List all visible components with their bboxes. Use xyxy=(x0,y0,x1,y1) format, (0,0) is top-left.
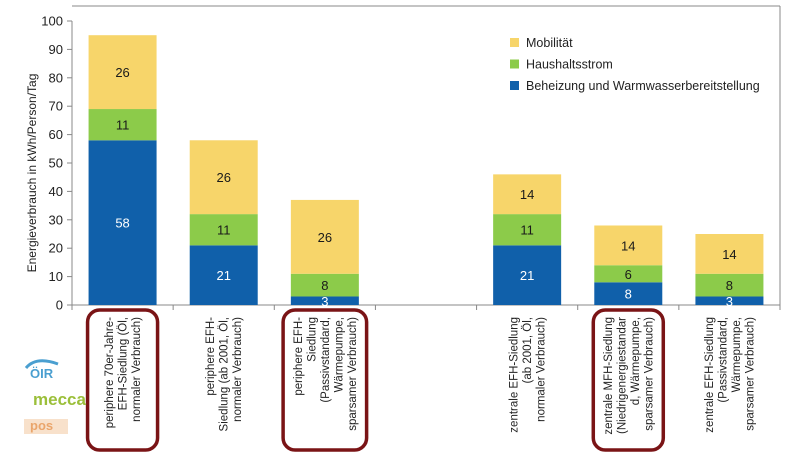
bar-segment xyxy=(290,296,359,305)
bar-segment xyxy=(594,282,663,305)
data-label: 26 xyxy=(216,170,230,185)
legend-swatch xyxy=(510,38,519,47)
y-tick-label: 50 xyxy=(49,156,63,171)
data-label: 26 xyxy=(115,65,129,80)
data-label: 3 xyxy=(726,294,733,309)
legend-label: Haushaltsstrom xyxy=(526,58,613,72)
x-category-label: sparsamer Verbrauch) xyxy=(347,317,359,431)
data-label: 14 xyxy=(621,238,635,253)
category-highlight-frame xyxy=(281,308,369,452)
x-category-label: periphere EFH- xyxy=(293,317,305,396)
bar-segment xyxy=(695,273,764,297)
y-tick-label: 100 xyxy=(41,14,63,29)
data-label: 14 xyxy=(520,187,534,202)
bar-segment xyxy=(493,245,562,305)
data-label: 8 xyxy=(726,278,733,293)
data-label: 21 xyxy=(216,268,230,283)
x-category-label: zentrale EFH-Siedlung xyxy=(509,317,521,433)
x-category-label: sparsamer Verbrauch) xyxy=(644,317,656,431)
bar-segment xyxy=(695,296,764,305)
x-category-label: (ab 2001, Öl, xyxy=(522,317,534,383)
data-label: 11 xyxy=(116,118,130,133)
x-category-label: periphere EFH- xyxy=(205,317,217,396)
data-label: 3 xyxy=(321,294,328,309)
bar-segment xyxy=(189,140,258,215)
y-tick-label: 40 xyxy=(49,184,63,199)
data-label: 58 xyxy=(115,216,129,231)
bar-segment xyxy=(290,199,359,274)
data-label: 8 xyxy=(625,287,632,302)
data-label: 11 xyxy=(217,223,231,238)
x-category-label: (Passivstandard, xyxy=(320,317,332,403)
x-category-label: (Passivstandard, xyxy=(718,317,730,403)
bar-segment xyxy=(493,174,562,215)
y-tick-label: 10 xyxy=(49,269,63,284)
legend-label: Beheizung und Warmwasserbereitstellung xyxy=(526,79,760,93)
bar-segment xyxy=(695,234,764,274)
x-category-label: sparsamer Verbrauch) xyxy=(745,317,757,431)
y-axis-title: Energieverbrauch in kWh/Person/Tag xyxy=(25,74,39,273)
x-category-label: normaler Verbrauch) xyxy=(536,317,548,422)
bar-segment xyxy=(594,225,663,266)
bar-segment xyxy=(88,109,157,141)
bar-segment xyxy=(189,214,258,246)
data-label: 26 xyxy=(318,230,332,245)
x-category-label: normaler Verbrauch) xyxy=(232,317,244,422)
y-tick-label: 30 xyxy=(49,212,63,227)
x-category-label: Siedlung (ab 2001, Öl, xyxy=(219,317,231,431)
x-category-label: EFH-Siedlung (Öl, xyxy=(118,317,130,410)
logo-band xyxy=(24,419,68,434)
x-category-label: Wärmepumpe, xyxy=(731,317,743,392)
data-label: 6 xyxy=(625,267,632,282)
bar-segment xyxy=(88,35,157,110)
y-tick-label: 90 xyxy=(49,42,63,57)
x-category-label: normaler Verbrauch) xyxy=(131,317,143,422)
legend-swatch xyxy=(510,81,519,90)
logo-text: ÖIR xyxy=(30,366,54,381)
x-category-label: Wärmepumpe, xyxy=(333,317,345,392)
x-category-label: Siedlung xyxy=(306,317,318,362)
y-tick-label: 80 xyxy=(49,70,63,85)
category-highlight-frame xyxy=(591,308,666,452)
data-label: 14 xyxy=(722,247,736,262)
y-tick-label: 70 xyxy=(49,99,63,114)
x-category-label: periphere 70er-Jahre- xyxy=(104,317,116,428)
legend-swatch xyxy=(510,59,519,69)
data-label: 21 xyxy=(520,268,534,283)
y-tick-label: 60 xyxy=(49,127,63,142)
data-label: 8 xyxy=(321,278,328,293)
category-highlight-frame xyxy=(85,308,160,452)
x-category-label: d, Wärmepumpe, xyxy=(630,317,642,405)
legend-label: Mobilität xyxy=(526,36,573,50)
x-category-label: (Niedrigenergiestandar xyxy=(617,317,629,434)
y-tick-label: 20 xyxy=(49,241,63,256)
bar-segment xyxy=(290,273,359,297)
data-label: 11 xyxy=(520,223,534,238)
legend-box xyxy=(500,28,762,103)
x-category-label: zentrale EFH-Siedlung xyxy=(704,317,716,433)
logo-text: mecca xyxy=(33,390,86,409)
bar-segment xyxy=(88,140,157,305)
x-category-label: zentrale MFH-Siedlung xyxy=(603,317,615,435)
bar-segment xyxy=(493,214,562,246)
y-tick-label: 0 xyxy=(56,298,63,313)
bar-segment xyxy=(594,265,663,283)
bar-segment xyxy=(189,245,258,305)
logo-swoosh xyxy=(24,359,59,370)
